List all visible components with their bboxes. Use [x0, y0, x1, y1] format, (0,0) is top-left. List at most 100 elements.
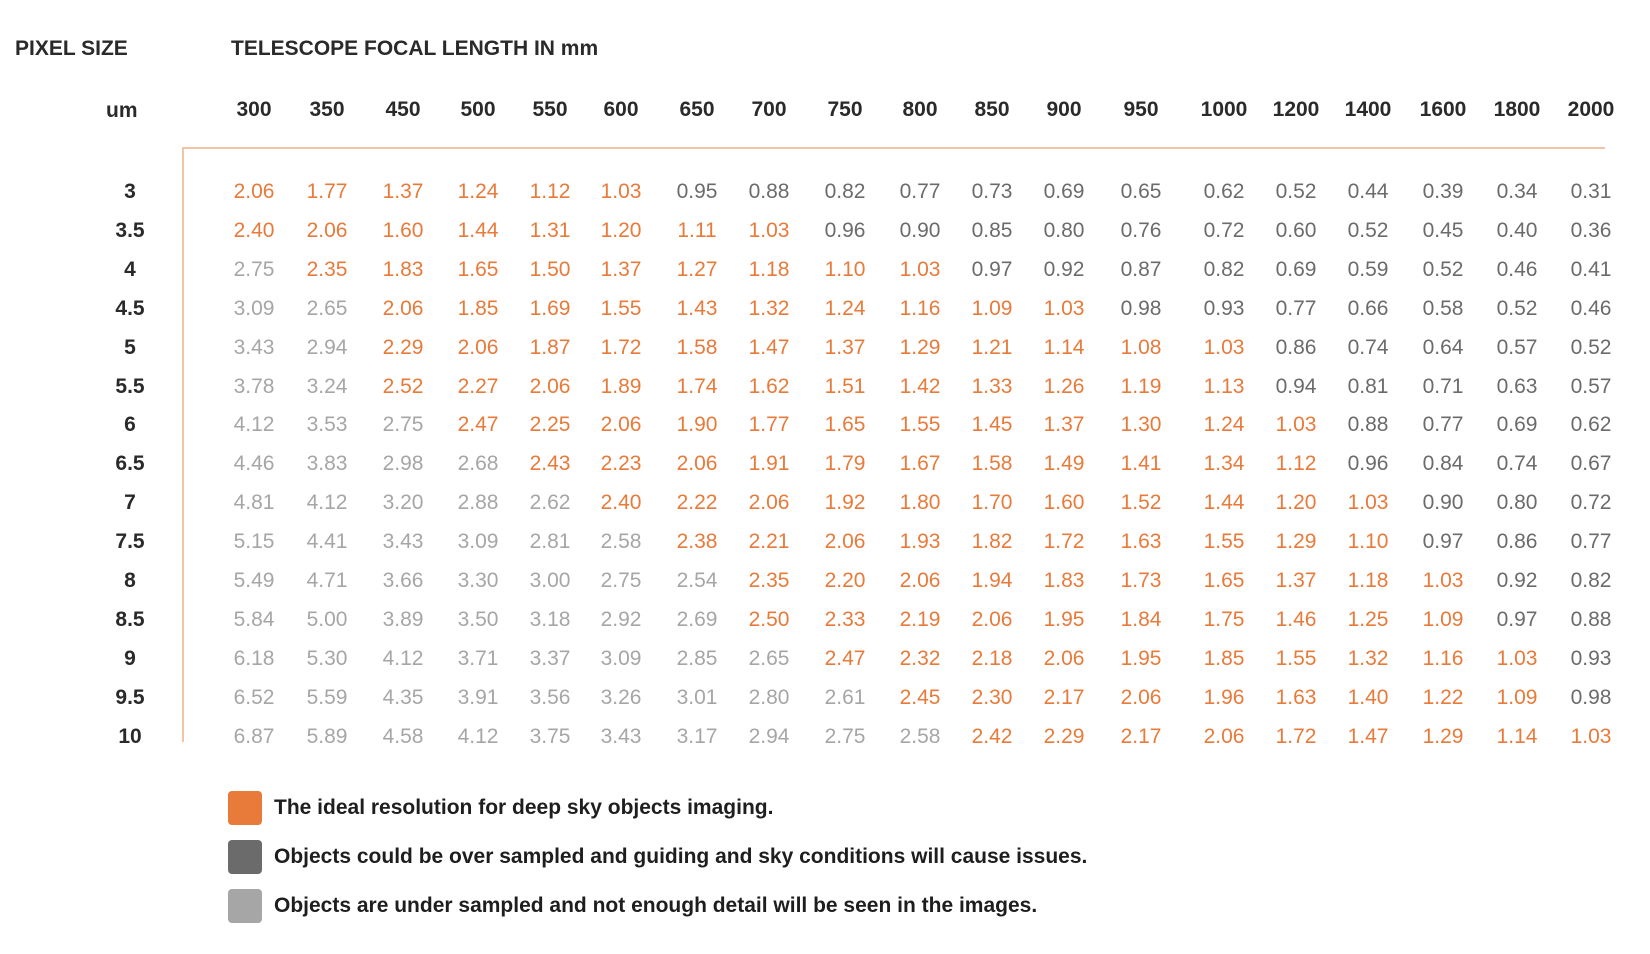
- table-cell: 0.65: [1120, 180, 1162, 203]
- table-cell: 1.37: [600, 258, 642, 281]
- table-cell: 0.69: [1043, 180, 1085, 203]
- table-cell: 0.72: [1570, 491, 1612, 514]
- table-cell: 0.82: [824, 180, 866, 203]
- table-cell: 2.75: [824, 725, 866, 748]
- table-cell: 0.77: [899, 180, 941, 203]
- table-cell: 2.35: [306, 258, 348, 281]
- table-cell: 0.69: [1275, 258, 1317, 281]
- table-cell: 1.55: [899, 413, 941, 436]
- table-cell: 2.06: [457, 336, 499, 359]
- table-cell: 1.93: [899, 530, 941, 553]
- table-cell: 2.17: [1043, 686, 1085, 709]
- table-cell: 1.41: [1120, 452, 1162, 475]
- table-cell: 0.46: [1570, 297, 1612, 320]
- table-cell: 2.06: [382, 297, 424, 320]
- table-cell: 3.18: [529, 608, 571, 631]
- table-cell: 0.93: [1203, 297, 1245, 320]
- table-cell: 2.62: [529, 491, 571, 514]
- column-header: 650: [679, 98, 715, 121]
- table-cell: 1.80: [899, 491, 941, 514]
- table-cell: 1.65: [1203, 569, 1245, 592]
- table-cell: 1.09: [1422, 608, 1464, 631]
- table-cell: 4.12: [457, 725, 499, 748]
- table-cell: 1.19: [1120, 375, 1162, 398]
- table-cell: 3.56: [529, 686, 571, 709]
- row-header-pixel-size: 3: [124, 180, 136, 203]
- table-cell: 0.44: [1347, 180, 1389, 203]
- table-cell: 5.84: [233, 608, 275, 631]
- table-cell: 0.74: [1347, 336, 1389, 359]
- table-cell: 4.41: [306, 530, 348, 553]
- table-cell: 2.42: [971, 725, 1013, 748]
- table-cell: 3.78: [233, 375, 275, 398]
- table-cell: 1.77: [748, 413, 790, 436]
- table-cell: 2.29: [1043, 725, 1085, 748]
- table-cell: 1.03: [899, 258, 941, 281]
- table-cell: 2.75: [233, 258, 275, 281]
- table-cell: 0.46: [1496, 258, 1538, 281]
- table-cell: 0.34: [1496, 180, 1538, 203]
- table-cell: 2.45: [899, 686, 941, 709]
- table-cell: 1.20: [600, 219, 642, 242]
- table-cell: 3.43: [382, 530, 424, 553]
- table-cell: 0.69: [1496, 413, 1538, 436]
- table-cell: 3.37: [529, 647, 571, 670]
- table-cell: 1.69: [529, 297, 571, 320]
- table-cell: 1.27: [676, 258, 718, 281]
- table-cell: 1.08: [1120, 336, 1162, 359]
- table-cell: 1.12: [529, 180, 571, 203]
- table-cell: 1.83: [1043, 569, 1085, 592]
- legend-swatch: [228, 791, 262, 825]
- table-cell: 1.09: [1496, 686, 1538, 709]
- table-cell: 4.71: [306, 569, 348, 592]
- table-cell: 2.40: [233, 219, 275, 242]
- table-cell: 0.95: [676, 180, 718, 203]
- table-cell: 0.96: [1347, 452, 1389, 475]
- table-cell: 2.94: [306, 336, 348, 359]
- table-cell: 1.03: [1496, 647, 1538, 670]
- table-cell: 1.94: [971, 569, 1013, 592]
- table-cell: 3.17: [676, 725, 718, 748]
- table-cell: 2.75: [382, 413, 424, 436]
- legend-item-ideal: The ideal resolution for deep sky object…: [228, 790, 773, 826]
- table-cell: 2.17: [1120, 725, 1162, 748]
- table-cell: 0.88: [1347, 413, 1389, 436]
- table-cell: 3.20: [382, 491, 424, 514]
- table-cell: 0.77: [1422, 413, 1464, 436]
- table-cell: 0.45: [1422, 219, 1464, 242]
- column-header: 1600: [1419, 98, 1467, 121]
- table-cell: 2.98: [382, 452, 424, 475]
- table-cell: 3.50: [457, 608, 499, 631]
- table-cell: 1.03: [1347, 491, 1389, 514]
- legend-item-under: Objects are under sampled and not enough…: [228, 888, 1037, 924]
- table-cell: 0.52: [1570, 336, 1612, 359]
- table-cell: 1.44: [457, 219, 499, 242]
- row-header-title: PIXEL SIZE: [15, 37, 128, 60]
- table-cell: 1.63: [1275, 686, 1317, 709]
- row-header-pixel-size: 7.5: [115, 530, 145, 553]
- table-cell: 0.90: [1422, 491, 1464, 514]
- table-cell: 1.24: [1203, 413, 1245, 436]
- table-cell: 1.46: [1275, 608, 1317, 631]
- table-cell: 1.92: [824, 491, 866, 514]
- table-cell: 3.43: [600, 725, 642, 748]
- table-cell: 0.60: [1275, 219, 1317, 242]
- table-cell: 2.06: [600, 413, 642, 436]
- table-cell: 0.59: [1347, 258, 1389, 281]
- table-cell: 2.06: [233, 180, 275, 203]
- table-cell: 2.25: [529, 413, 571, 436]
- table-cell: 6.18: [233, 647, 275, 670]
- table-cell: 1.12: [1275, 452, 1317, 475]
- table-cell: 0.86: [1275, 336, 1317, 359]
- table-cell: 2.94: [748, 725, 790, 748]
- table-cell: 1.32: [1347, 647, 1389, 670]
- table-cell: 1.03: [600, 180, 642, 203]
- column-header: 700: [751, 98, 787, 121]
- row-header-pixel-size: 5: [124, 336, 136, 359]
- table-cell: 5.89: [306, 725, 348, 748]
- table-cell: 1.26: [1043, 375, 1085, 398]
- table-cell: 0.97: [971, 258, 1013, 281]
- legend-swatch: [228, 840, 262, 874]
- table-cell: 3.01: [676, 686, 718, 709]
- table-cell: 3.09: [600, 647, 642, 670]
